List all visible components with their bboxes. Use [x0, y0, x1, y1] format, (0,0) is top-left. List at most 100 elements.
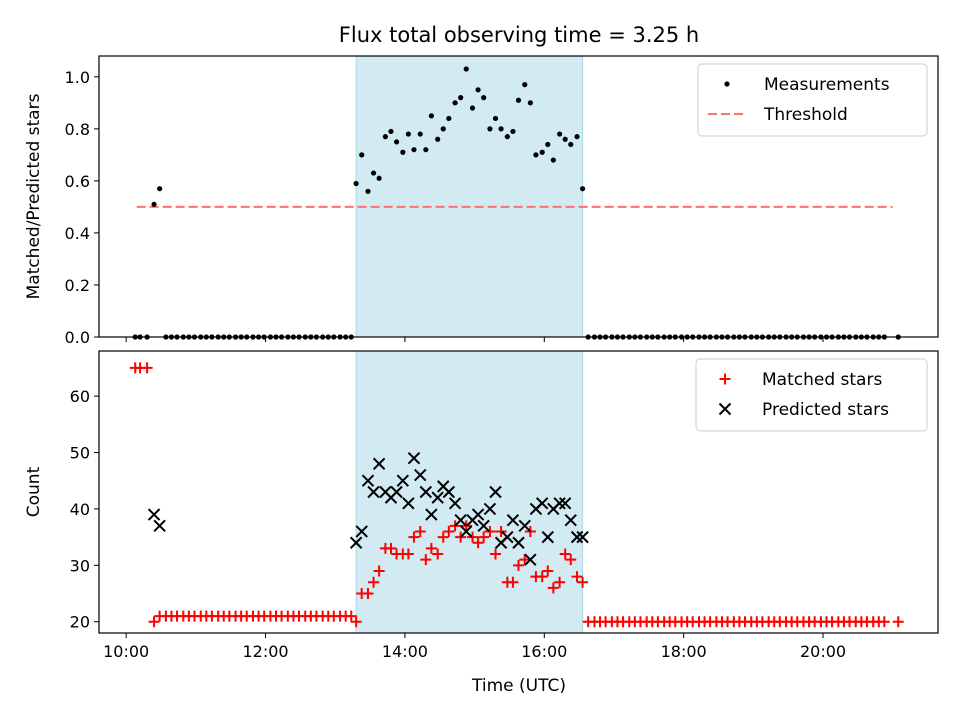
data-point — [345, 610, 357, 622]
data-point — [373, 565, 385, 577]
data-point — [524, 525, 536, 537]
data-point — [522, 82, 528, 88]
y-tick-label: 0.4 — [65, 224, 90, 243]
data-point — [539, 149, 545, 155]
data-point — [353, 180, 359, 187]
y-tick-label: 0.8 — [65, 120, 90, 139]
data-point — [448, 497, 462, 510]
axes-frame — [98, 350, 939, 634]
x-tick-label: 14:00 — [382, 642, 428, 661]
data-point — [428, 113, 434, 119]
data-point — [390, 485, 403, 499]
figure-title: Flux total observing time = 3.25 h — [339, 23, 699, 47]
data-point — [431, 491, 444, 504]
data-point — [570, 530, 584, 544]
data-point — [878, 616, 890, 628]
bottom-panel: 20 30 40 50 60 10:00 12:00 14:00 16:00 18:00 20:00… — [24, 350, 939, 661]
data-point — [469, 105, 476, 111]
data-point — [550, 157, 556, 163]
data-point — [449, 520, 461, 532]
data-point — [153, 519, 166, 533]
legend-label: Predicted stars — [762, 400, 889, 420]
data-point — [407, 451, 421, 465]
data-point — [446, 115, 452, 122]
legend-swatch — [718, 402, 732, 416]
series-matched-stars — [129, 362, 904, 628]
data-point — [495, 525, 507, 537]
data-point — [442, 485, 456, 499]
data-point — [472, 537, 484, 549]
data-point — [157, 186, 163, 192]
data-point — [518, 519, 531, 533]
y-axis-label: Count — [24, 466, 44, 517]
data-point — [475, 87, 481, 93]
y-axis-label: Matched/Predicted stars — [24, 93, 44, 299]
data-point — [547, 582, 559, 594]
x-tick-label: 20:00 — [800, 642, 846, 661]
data-point — [512, 536, 525, 549]
y-tick-label: 0.6 — [65, 172, 90, 191]
legend: Measurements Threshold — [697, 63, 928, 137]
data-point — [892, 616, 904, 628]
legend: Matched stars Predicted stars — [695, 358, 928, 432]
y-tick-label: 20 — [70, 613, 90, 632]
data-point — [355, 525, 368, 538]
data-point — [368, 576, 380, 588]
data-point — [405, 131, 411, 137]
x-tick-label: 18:00 — [661, 642, 707, 661]
data-point — [382, 134, 389, 140]
data-point — [425, 508, 438, 521]
data-point — [524, 553, 537, 566]
data-point — [454, 513, 467, 527]
data-point — [458, 95, 464, 101]
data-point — [452, 100, 458, 106]
data-point — [490, 548, 502, 560]
data-point — [564, 513, 577, 527]
y-tick-label: 0.2 — [65, 276, 90, 295]
legend-label: Threshold — [763, 105, 848, 125]
observing-time-span — [355, 55, 584, 338]
data-point — [385, 542, 397, 554]
data-point — [504, 134, 510, 140]
y-tick-label: 30 — [70, 556, 90, 575]
data-point — [361, 474, 375, 487]
data-point — [487, 126, 493, 132]
data-point — [372, 457, 386, 471]
data-point — [477, 519, 490, 533]
data-point — [515, 97, 522, 103]
data-point — [393, 139, 400, 145]
legend-box — [697, 63, 928, 137]
data-point — [519, 554, 531, 566]
data-point — [562, 136, 568, 142]
data-point — [484, 525, 496, 537]
top-panel: 0.0 0.2 0.4 0.6 0.8 1.0 Matched/Predicted star… — [24, 55, 939, 347]
series-predicted-stars — [147, 451, 589, 566]
data-point — [478, 531, 490, 543]
data-point — [148, 616, 160, 628]
data-point — [558, 497, 572, 510]
data-point — [513, 559, 524, 571]
x-tick-label: 10:00 — [103, 642, 149, 661]
data-point — [417, 131, 423, 137]
data-point — [425, 542, 437, 554]
data-point — [535, 497, 549, 510]
legend-label: Measurements — [764, 75, 890, 95]
data-point — [151, 201, 157, 207]
data-point — [580, 186, 586, 192]
data-point — [362, 588, 374, 600]
x-tick-label: 16:00 — [521, 642, 567, 661]
data-point — [506, 513, 520, 527]
y-tick-label: 50 — [70, 444, 90, 463]
data-point — [481, 95, 487, 101]
data-point — [400, 149, 406, 155]
data-point — [443, 525, 455, 537]
data-point — [388, 128, 394, 135]
data-point — [467, 531, 479, 543]
legend-box — [695, 358, 928, 432]
data-point — [396, 474, 410, 487]
data-point — [141, 362, 153, 374]
data-point — [455, 531, 467, 543]
data-point — [542, 565, 554, 577]
